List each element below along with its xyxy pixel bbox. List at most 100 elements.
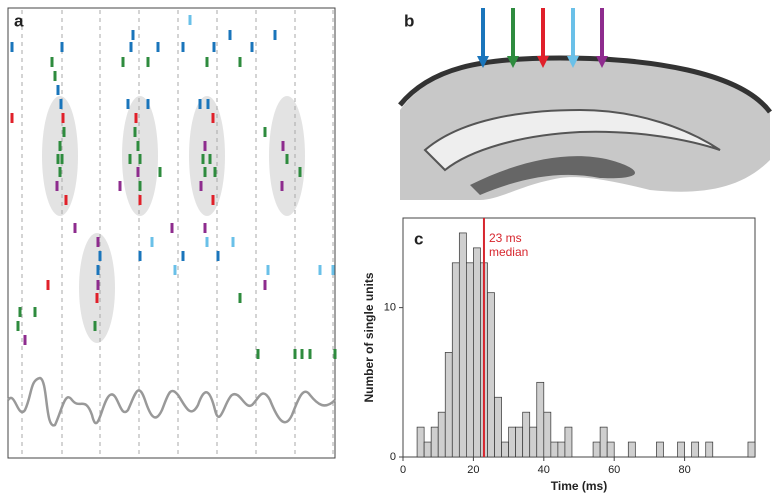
spike xyxy=(203,167,207,177)
spike xyxy=(50,57,54,67)
bar xyxy=(557,441,566,458)
spike xyxy=(308,349,312,359)
bar xyxy=(627,441,636,458)
bar xyxy=(564,426,573,458)
x-tick-label: 40 xyxy=(538,464,550,476)
y-tick-label: 10 xyxy=(384,302,396,314)
bar xyxy=(416,426,425,458)
spike xyxy=(293,349,297,359)
y-axis-label: Number of single units xyxy=(362,272,376,402)
x-axis-label: Time (ms) xyxy=(551,479,607,493)
bar xyxy=(466,262,474,458)
raster xyxy=(10,15,337,359)
spike xyxy=(56,154,60,164)
y-tick-label: 0 xyxy=(390,451,396,463)
bar xyxy=(691,441,700,458)
spike xyxy=(138,181,142,191)
annotation: 23 ms xyxy=(489,231,522,245)
spike xyxy=(56,85,60,95)
spike xyxy=(95,293,99,303)
spike xyxy=(158,167,162,177)
spike xyxy=(73,223,77,233)
spike xyxy=(231,237,235,247)
lfp-trace xyxy=(6,376,336,427)
bar xyxy=(592,441,601,458)
spike xyxy=(203,223,207,233)
bar xyxy=(423,441,432,458)
bar xyxy=(550,441,559,458)
bar xyxy=(599,426,608,458)
spike xyxy=(136,141,140,151)
spike xyxy=(188,15,192,25)
spike xyxy=(201,154,205,164)
spike xyxy=(199,181,203,191)
bar xyxy=(522,411,531,458)
spike xyxy=(156,42,160,52)
spike xyxy=(96,237,100,247)
bar xyxy=(494,396,502,458)
histology xyxy=(398,12,772,202)
spike xyxy=(16,321,20,331)
spike xyxy=(18,307,22,317)
bar xyxy=(487,292,495,458)
x-tick-label: 60 xyxy=(608,464,620,476)
spike xyxy=(212,42,216,52)
spike xyxy=(58,167,62,177)
spike xyxy=(96,280,100,290)
bar xyxy=(543,411,552,458)
spike xyxy=(181,251,185,261)
spike xyxy=(121,57,125,67)
bar xyxy=(529,426,538,458)
spike xyxy=(211,195,215,205)
spike xyxy=(273,30,277,40)
spike xyxy=(238,293,242,303)
spike xyxy=(126,99,130,109)
spike xyxy=(206,99,210,109)
spike xyxy=(256,349,260,359)
spike xyxy=(131,30,135,40)
spike xyxy=(263,127,267,137)
bar xyxy=(458,232,467,458)
spike xyxy=(10,42,14,52)
bar xyxy=(536,381,545,458)
spike xyxy=(208,154,212,164)
spike xyxy=(250,42,254,52)
spike xyxy=(118,181,122,191)
spike xyxy=(96,265,100,275)
bar xyxy=(606,441,615,458)
bar xyxy=(473,247,481,458)
spike xyxy=(60,154,64,164)
spike xyxy=(23,335,27,345)
spike xyxy=(10,113,14,123)
panel-label: c xyxy=(414,229,423,248)
spike xyxy=(333,349,337,359)
spike xyxy=(59,99,63,109)
spike xyxy=(138,154,142,164)
bar xyxy=(656,441,664,458)
spike xyxy=(146,57,150,67)
arrows xyxy=(477,8,608,68)
spike xyxy=(134,113,138,123)
bar xyxy=(677,441,685,458)
spike xyxy=(55,181,59,191)
spike xyxy=(205,57,209,67)
spike xyxy=(61,113,65,123)
spike xyxy=(129,42,133,52)
bar xyxy=(430,426,439,458)
spike xyxy=(46,280,50,290)
bar xyxy=(515,426,524,458)
spike xyxy=(211,113,215,123)
spike xyxy=(146,99,150,109)
spike xyxy=(285,154,289,164)
spike xyxy=(238,57,242,67)
spike xyxy=(33,307,37,317)
bar xyxy=(437,411,446,458)
x-tick-label: 80 xyxy=(678,464,690,476)
spike xyxy=(213,167,217,177)
spike xyxy=(205,237,209,247)
spike xyxy=(300,349,304,359)
annotation: median xyxy=(489,245,528,259)
spike xyxy=(64,195,68,205)
